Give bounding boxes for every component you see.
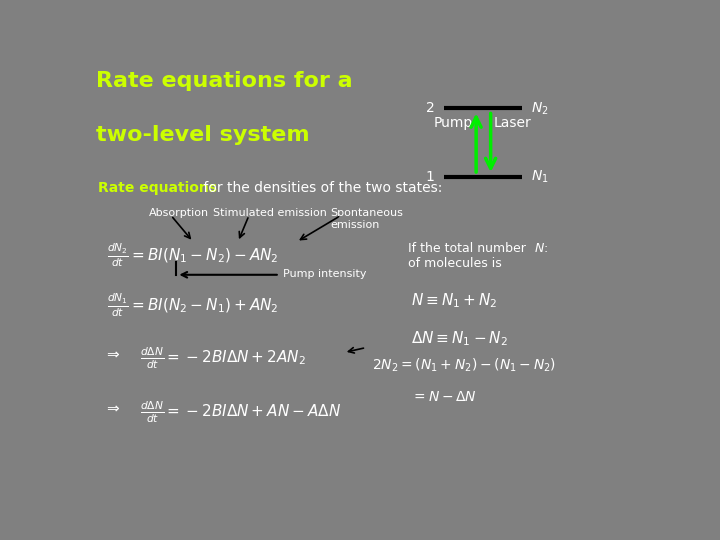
Text: $\Delta N \equiv N_1 - N_2$: $\Delta N \equiv N_1 - N_2$ <box>411 329 508 348</box>
Text: Rate equations: Rate equations <box>99 181 217 195</box>
Text: $\Rightarrow$: $\Rightarrow$ <box>104 400 121 415</box>
Text: $N_2$: $N_2$ <box>531 100 549 117</box>
Text: $2N_2 = (N_1 + N_2) - (N_1 - N_2)$: $2N_2 = (N_1 + N_2) - (N_1 - N_2)$ <box>372 357 556 374</box>
Text: Spontaneous
emission: Spontaneous emission <box>330 208 402 230</box>
Text: Pump: Pump <box>434 116 473 130</box>
Text: $= N - \Delta N$: $= N - \Delta N$ <box>411 390 477 404</box>
Text: 2: 2 <box>426 102 434 116</box>
Text: Pump intensity: Pump intensity <box>282 268 366 279</box>
Text: two-level system: two-level system <box>96 125 309 145</box>
Text: Laser: Laser <box>493 116 531 130</box>
Text: $\frac{dN_2}{dt} = BI(N_1 - N_2) - AN_2$: $\frac{dN_2}{dt} = BI(N_1 - N_2) - AN_2$ <box>107 241 279 269</box>
Text: $N \equiv N_1 + N_2$: $N \equiv N_1 + N_2$ <box>411 292 498 310</box>
Text: Rate equations for a: Rate equations for a <box>96 71 352 91</box>
Text: $N_1$: $N_1$ <box>531 169 549 185</box>
Text: 1: 1 <box>426 170 434 184</box>
Text: $\frac{d\Delta N}{dt} = -2BI\Delta N + AN - A\Delta N$: $\frac{d\Delta N}{dt} = -2BI\Delta N + A… <box>140 400 341 425</box>
Text: $\frac{dN_1}{dt} = BI(N_2 - N_1) + AN_2$: $\frac{dN_1}{dt} = BI(N_2 - N_1) + AN_2$ <box>107 292 279 319</box>
Text: Stimulated emission: Stimulated emission <box>213 208 327 218</box>
Text: $N$:: $N$: <box>534 241 548 254</box>
Text: If the total number
of molecules is: If the total number of molecules is <box>408 241 526 269</box>
Text: $\Rightarrow$: $\Rightarrow$ <box>104 346 121 361</box>
Text: Absorption: Absorption <box>148 208 209 218</box>
Text: for the densities of the two states:: for the densities of the two states: <box>199 181 442 195</box>
Text: $\frac{d\Delta N}{dt} = -2BI\Delta N + 2AN_2$: $\frac{d\Delta N}{dt} = -2BI\Delta N + 2… <box>140 346 306 371</box>
